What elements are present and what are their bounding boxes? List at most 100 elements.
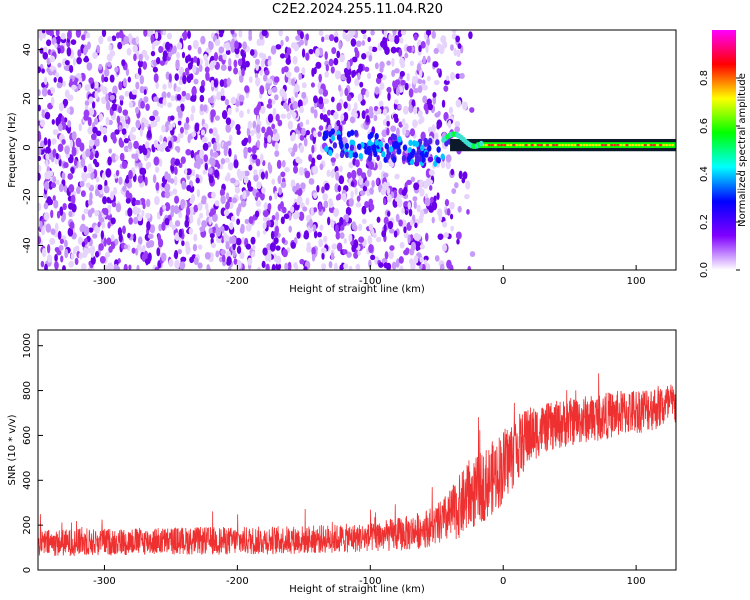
spectrogram-noise-cell (280, 216, 285, 225)
spectrogram-transition-blob (374, 133, 379, 140)
spectrogram-noise-cell (145, 103, 150, 111)
spectrogram-noise-cell (220, 158, 226, 165)
spectrogram-noise-cell (350, 190, 354, 199)
spectrogram-noise-cell (455, 35, 461, 43)
spectrogram-noise-cell (204, 202, 209, 211)
spectrogram-noise-cell (94, 150, 99, 159)
spectrogram-noise-cell (88, 107, 95, 117)
spectrogram-noise-cell (267, 135, 272, 143)
spectrogram-noise-cell (38, 104, 41, 112)
spectrogram-noise-cell (62, 265, 66, 270)
spectrogram-noise-cell (245, 243, 252, 250)
spectrogram-noise-cell (110, 217, 116, 225)
spectrogram-noise-cell (213, 142, 217, 152)
spectrogram-noise-cell (292, 145, 296, 151)
spectrogram-noise-cell (164, 202, 171, 212)
snr-series-line (38, 373, 676, 557)
spectrogram-noise-cell (355, 202, 362, 208)
spectrogram-noise-cell (105, 168, 112, 178)
spectrogram-noise-cell (415, 242, 420, 252)
spectrogram-noise-cell (205, 71, 210, 81)
spectrogram-noise-cell (319, 163, 324, 171)
spectrogram-noise-cell (226, 260, 231, 266)
snr-x-tick-label: 100 (627, 576, 646, 587)
spectrogram-noise-cell (176, 42, 183, 50)
spectrogram-transition-blob (392, 156, 397, 163)
spectrogram-noise-cell (63, 184, 68, 193)
spectrogram-noise-cell (139, 85, 145, 94)
spectrogram-noise-cell (331, 243, 338, 250)
spectrogram-noise-cell (128, 217, 133, 225)
spectrogram-noise-cell (299, 31, 304, 40)
spectrogram-noise-cell (308, 178, 315, 185)
spectrogram-noise-cell (223, 141, 229, 152)
spectrogram-noise-cell (348, 30, 355, 39)
spectrogram-noise-cell (236, 168, 242, 179)
spectrogram-noise-cell (336, 50, 341, 59)
spectrogram-noise-cell (153, 40, 160, 47)
spectrogram-noise-cell (214, 200, 220, 207)
spectrogram-transition-blob (417, 155, 422, 162)
spectrogram-noise-cell (243, 175, 249, 184)
spectrogram-noise-cell (274, 190, 278, 200)
spectrogram-noise-cell (85, 32, 91, 39)
spectrogram-noise-cell (127, 141, 133, 150)
spectrogram-noise-cell (232, 250, 236, 258)
spectrogram-noise-cell (184, 168, 188, 175)
spectrogram-tone-peak (659, 143, 662, 147)
spectrogram-noise-cell (373, 232, 377, 239)
spectrogram-noise-cell (336, 242, 343, 252)
spectrogram-noise-cell (301, 48, 306, 58)
spectrogram-noise-cell (162, 97, 167, 107)
spectrogram-noise-cell (232, 197, 238, 204)
spectrogram-noise-cell (286, 47, 292, 55)
spectrogram-noise-cell (399, 241, 405, 249)
spectrogram-noise-cell (76, 56, 82, 65)
spectrogram-noise-cell (155, 181, 160, 191)
spectrogram-noise-cell (47, 89, 51, 96)
spectrogram-noise-cell (187, 30, 191, 39)
spectrogram-noise-cell (140, 100, 145, 109)
spectrogram-noise-cell (238, 30, 243, 38)
spectrogram-noise-cell (338, 175, 345, 185)
spectrogram-noise-cell (49, 237, 56, 245)
spectrogram-noise-cell (291, 111, 297, 119)
spectrogram-transition-blob (408, 139, 413, 147)
spectrogram-noise-cell (229, 221, 234, 230)
spectrogram-noise-cell (294, 66, 300, 73)
spectrogram-noise-cell (132, 44, 138, 53)
spectrogram-noise-cell (214, 38, 221, 47)
spectrogram-tone-peak (631, 143, 635, 147)
spectrogram-noise-cell (175, 86, 182, 93)
spectrogram-noise-cell (317, 231, 323, 238)
spectrogram-noise-cell (143, 89, 147, 95)
spectrogram-noise-cell (304, 170, 311, 179)
spectrogram-noise-cell (185, 168, 192, 176)
spectrogram-noise-cell (57, 47, 61, 54)
spectrogram-noise-cell (107, 206, 111, 216)
spectrogram-noise-cell (53, 199, 59, 209)
spectrogram-tone-peak (539, 143, 543, 147)
spectrogram-noise-cell (396, 127, 400, 137)
spectrogram-noise-cell (299, 121, 304, 128)
spectrogram-tone-peak (628, 143, 632, 147)
spectrogram-tone-onset (479, 140, 484, 147)
spectrogram-noise-cell (226, 77, 231, 87)
spectrogram-tone-peak (494, 143, 497, 147)
spectrogram-noise-cell (158, 46, 164, 53)
spectrogram-noise-cell (368, 198, 374, 206)
spectrogram-noise-cell (257, 101, 262, 111)
spectrogram-noise-cell (441, 243, 448, 252)
spectrogram-noise-cell (135, 247, 139, 256)
spectrogram-noise-cell (267, 113, 274, 123)
spectrogram-noise-cell (333, 210, 339, 217)
spectrogram-noise-cell (41, 87, 48, 97)
spectrogram-noise-cell (98, 63, 103, 71)
spectrogram-noise-cell (328, 261, 333, 269)
spectrogram-noise-cell (305, 129, 311, 136)
spectrogram-noise-cell (415, 234, 422, 240)
spectrogram-noise-cell (98, 113, 104, 122)
spectrogram-noise-cell (103, 185, 110, 194)
spectrogram-noise-cell (324, 51, 328, 60)
spectrogram-noise-cell (427, 55, 431, 63)
